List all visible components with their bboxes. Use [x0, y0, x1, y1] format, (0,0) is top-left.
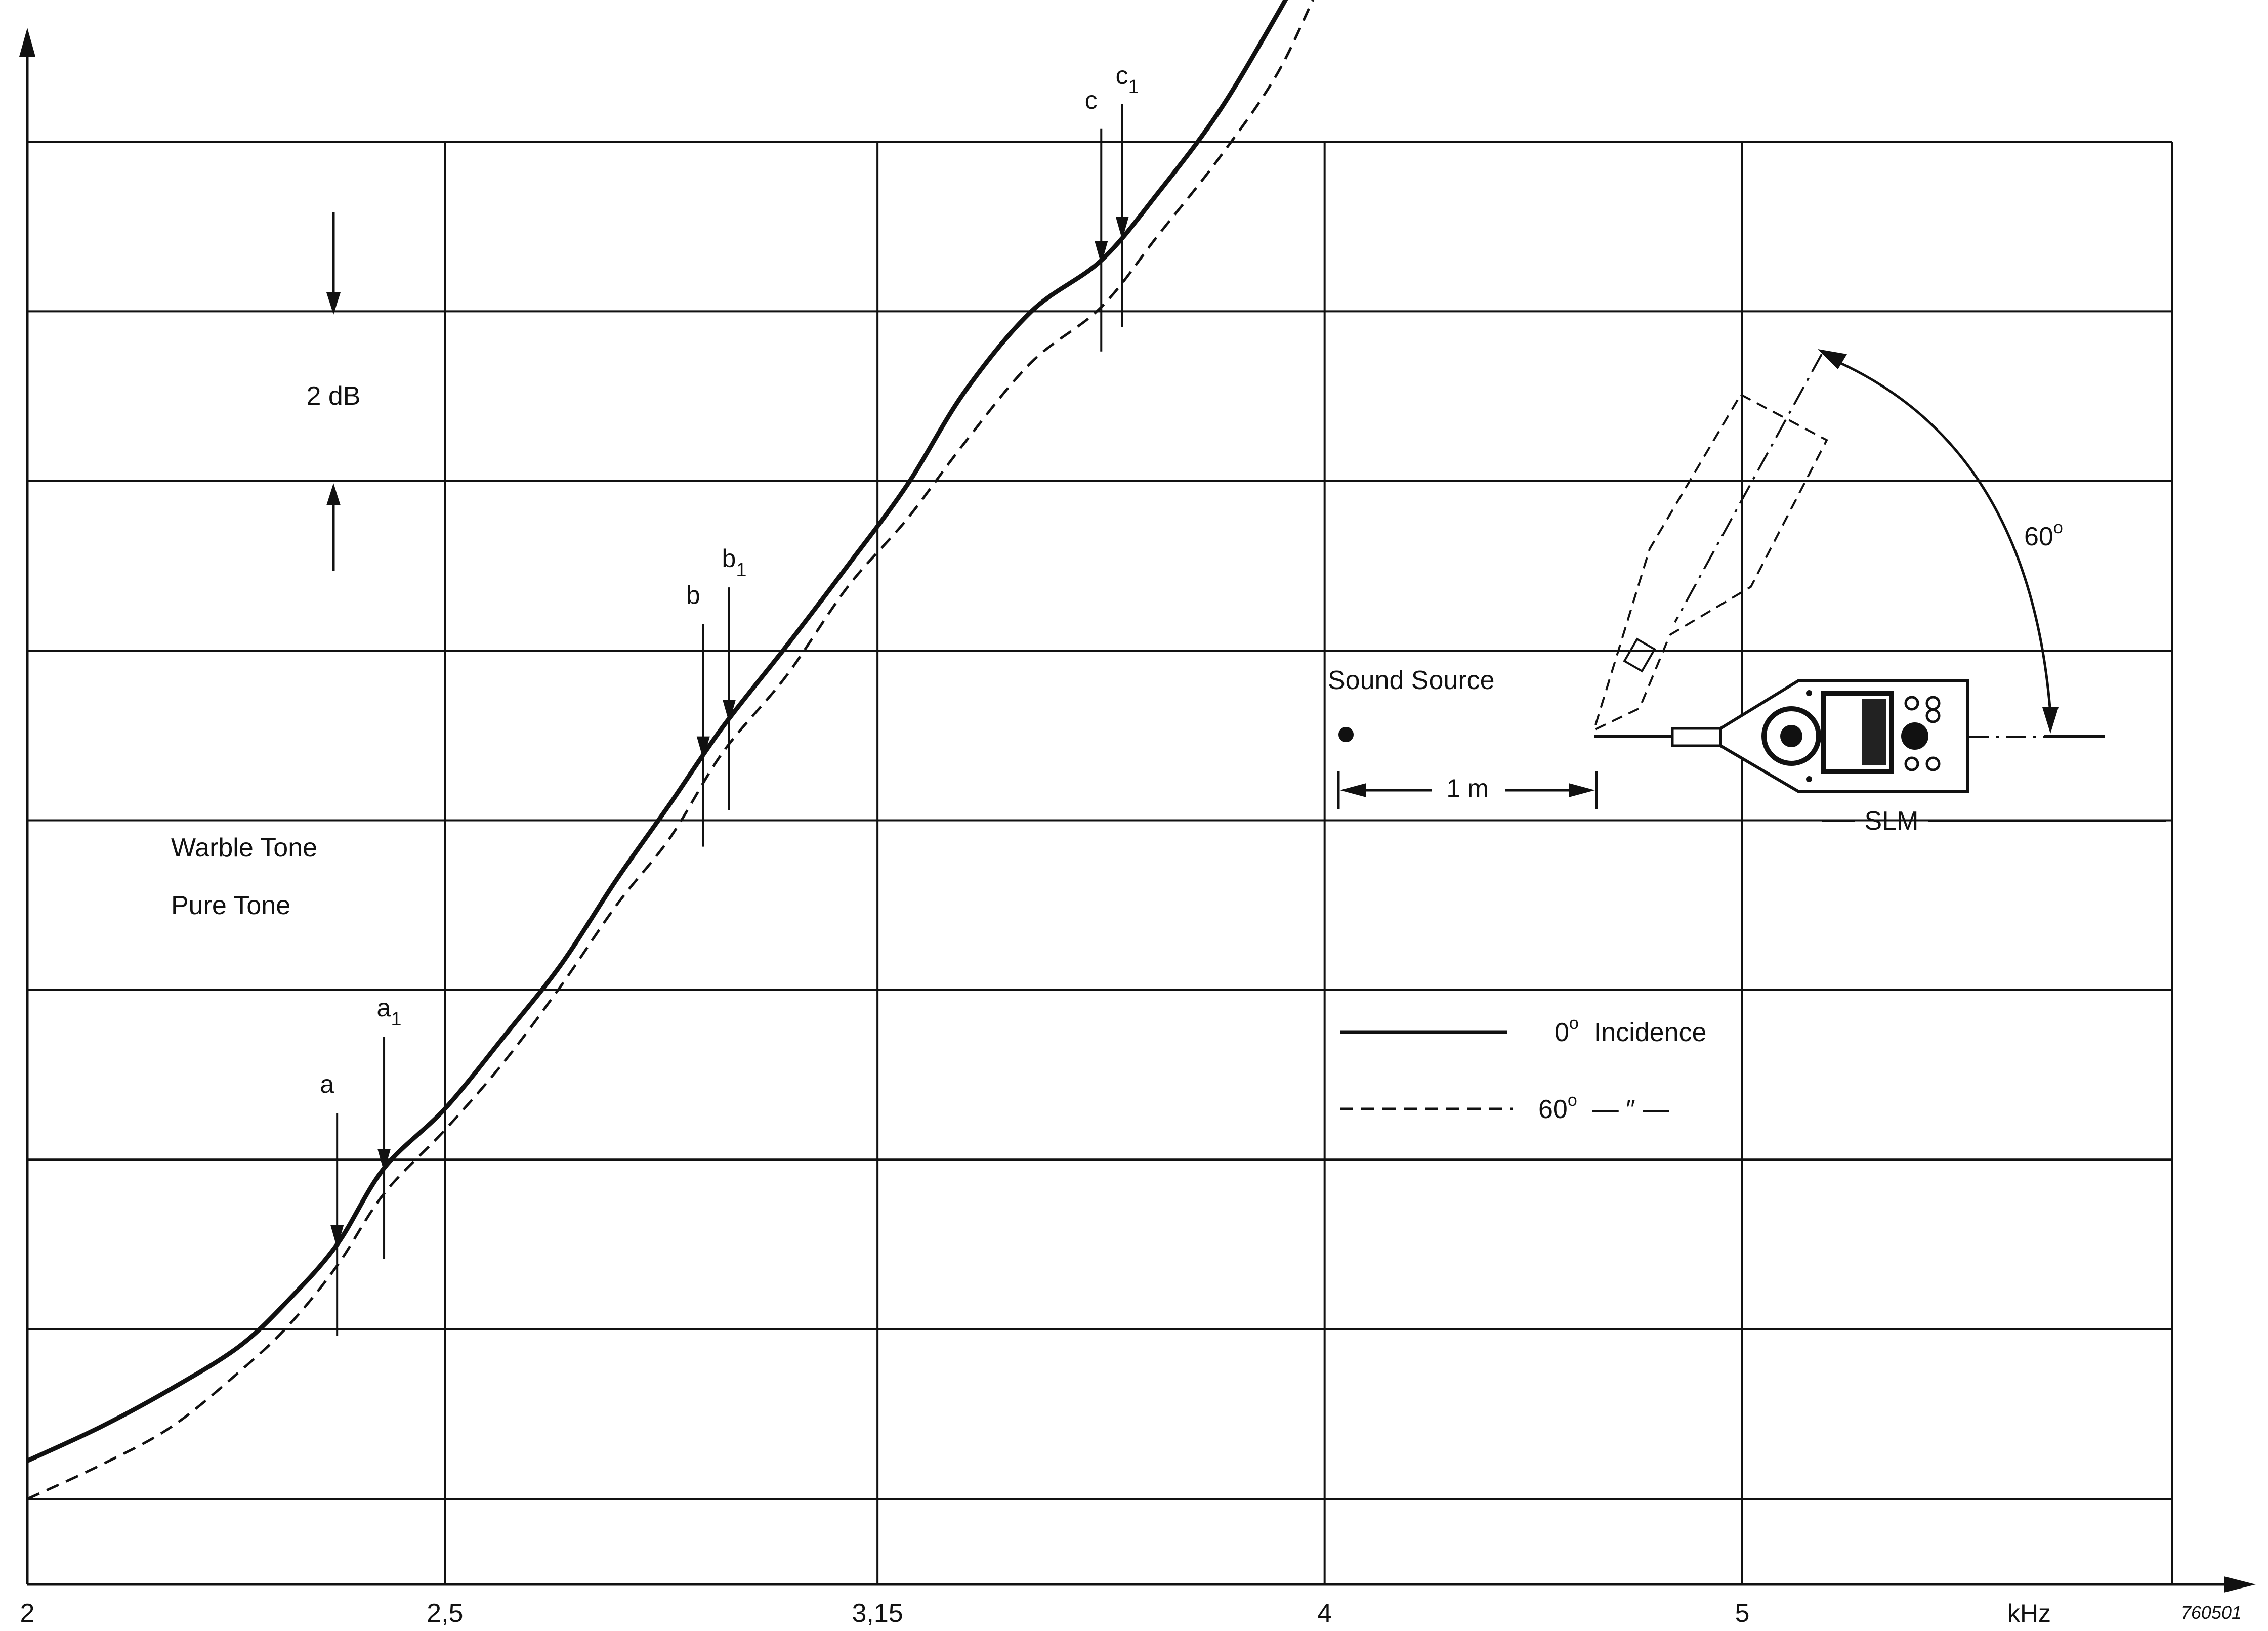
meter-socket-5: [1925, 756, 1941, 771]
meter-socket-1: [1904, 696, 1919, 711]
pure-tone-label: Pure Tone: [171, 891, 290, 920]
marker-label: a: [320, 1070, 334, 1098]
distance-right-arrowhead: [1569, 783, 1595, 797]
legend-dashed-suffix: — ″ —: [1592, 1095, 1669, 1124]
legend-dashed-value: 60: [1538, 1095, 1568, 1124]
x-axis-arrowhead: [2224, 1576, 2256, 1593]
angle-arc-arrowhead-top: [1818, 349, 1847, 369]
marker-label: b: [686, 581, 700, 610]
legend-solid-suffix: Incidence: [1594, 1018, 1707, 1047]
marker-arrowhead: [330, 1225, 344, 1249]
marker-label: a1: [377, 994, 402, 1030]
marker-label: c: [1085, 86, 1098, 114]
marker-arrowhead: [722, 700, 736, 723]
marker-letter: c: [1116, 61, 1128, 90]
marker-subscript: 1: [1128, 76, 1139, 98]
meter-control-knob: [1901, 722, 1928, 750]
marker-letter: b: [722, 544, 736, 573]
sound-source-dot: [1338, 727, 1354, 742]
marker-arrowhead: [1095, 241, 1108, 265]
distance-dimension: [1337, 771, 1598, 809]
distance-left-arrowhead: [1340, 783, 1366, 797]
marker-letter: c: [1085, 86, 1098, 114]
rotated-meter-microphone: [1623, 637, 1656, 673]
y-axis-arrowhead: [19, 28, 35, 57]
x-tick-label: 5: [1735, 1599, 1750, 1628]
angle-degree: o: [2053, 518, 2063, 537]
meter-screw-1: [1806, 690, 1812, 696]
meter-range-knob-inner: [1780, 725, 1802, 747]
meter-microphone: [1671, 727, 1722, 747]
angle-label: 60o: [2024, 518, 2063, 551]
marker-arrowhead: [1115, 216, 1129, 240]
meter-label: SLM: [1865, 806, 1919, 836]
legend: 0o Incidence 60o — ″ —: [1340, 1014, 1706, 1124]
angle-arc: [1831, 358, 2052, 714]
scale-arrow-up-head: [326, 483, 341, 505]
legend-dashed-degree: o: [1568, 1091, 1577, 1110]
sound-source-label: Sound Source: [1328, 666, 1495, 695]
legend-solid-degree: o: [1569, 1014, 1579, 1033]
x-axis-unit-label: kHz: [2007, 1599, 2051, 1627]
vertical-gridlines: [444, 142, 2173, 1584]
series-60deg-incidence-line: [26, 0, 1315, 1500]
series-0deg-incidence-line: [26, 0, 1288, 1463]
rotated-meter-outline: [1592, 393, 1828, 732]
marker-letter: b: [686, 581, 700, 610]
angle-value: 60: [2024, 522, 2053, 551]
marker-letter: a: [377, 994, 391, 1022]
axes: [19, 28, 2256, 1593]
marker-letter: a: [320, 1070, 334, 1098]
meter-socket-3: [1925, 708, 1941, 723]
angle-arc-arrowhead-bottom: [2042, 707, 2059, 734]
legend-dashed-label: 60o — ″ —: [1538, 1091, 1669, 1124]
scale-arrow-down-head: [326, 292, 341, 315]
warble-tone-label: Warble Tone: [171, 833, 317, 863]
scale-bar-label: 2 dB: [307, 381, 361, 411]
x-tick-labels: 2 2,5 3,15 4 5: [20, 1599, 1750, 1628]
x-tick-label: 4: [1317, 1599, 1332, 1628]
measurement-setup-diagram: Sound Source 1 m 60o: [1328, 349, 2166, 836]
figure-id-label: 760501: [2181, 1602, 2242, 1623]
distance-label: 1 m: [1446, 774, 1488, 802]
marker-arrowhead: [696, 736, 710, 760]
marker-subscript: 1: [736, 560, 746, 581]
rotation-axis-dashdot: [1674, 354, 1823, 623]
marker-subscript: 1: [391, 1009, 401, 1030]
marker-label: c1: [1116, 61, 1139, 98]
db-scale-bar: [326, 212, 341, 571]
marker-label: b1: [722, 544, 747, 581]
legend-solid-label: 0o Incidence: [1555, 1014, 1706, 1047]
x-tick-label: 3,15: [852, 1599, 903, 1628]
marker-arrowhead: [377, 1149, 391, 1173]
meter-socket-4: [1904, 756, 1919, 771]
x-tick-label: 2,5: [427, 1599, 463, 1628]
legend-solid-value: 0: [1555, 1018, 1569, 1047]
meter-display-scale: [1862, 699, 1886, 765]
meter-screw-2: [1806, 776, 1812, 782]
x-tick-label: 2: [20, 1599, 35, 1628]
